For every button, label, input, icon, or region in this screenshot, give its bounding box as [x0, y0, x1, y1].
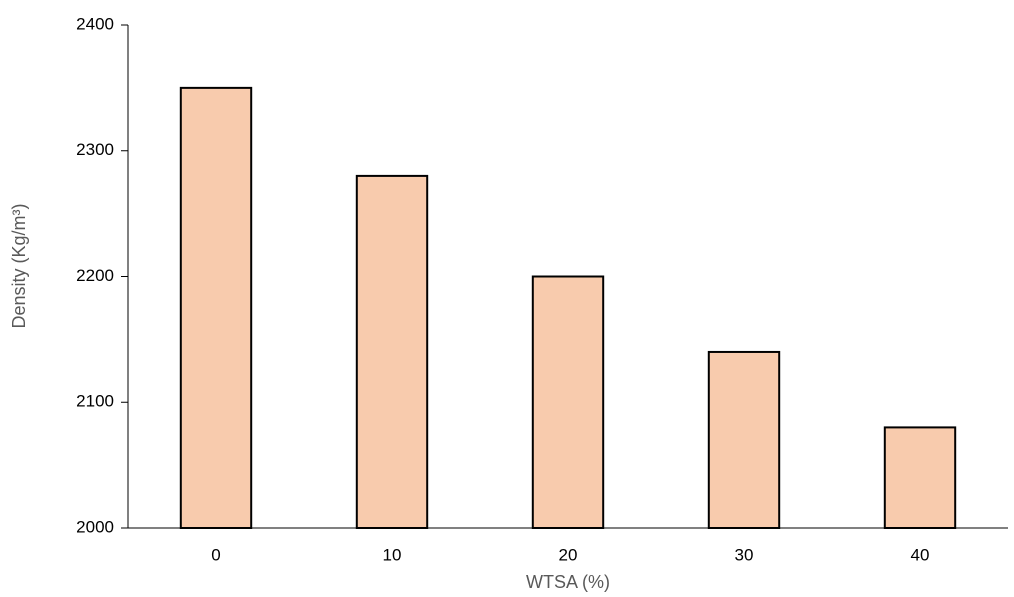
bar [179, 86, 253, 529]
y-tick-label: 2000 [76, 517, 114, 536]
x-tick-label: 10 [383, 545, 402, 564]
y-tick-label: 2200 [76, 266, 114, 285]
x-tick-label: 30 [735, 545, 754, 564]
bar [531, 275, 605, 529]
x-tick-label: 40 [911, 545, 930, 564]
y-tick-label: 2100 [76, 392, 114, 411]
y-tick-label: 2300 [76, 140, 114, 159]
y-axis-title: Density (Kg/m³) [9, 203, 29, 328]
bar [707, 350, 781, 530]
bar [355, 174, 429, 529]
x-tick-label: 20 [559, 545, 578, 564]
x-tick-label: 0 [211, 545, 220, 564]
x-axis-title: WTSA (%) [526, 572, 610, 592]
bar [883, 426, 957, 529]
y-tick-label: 2400 [76, 14, 114, 33]
